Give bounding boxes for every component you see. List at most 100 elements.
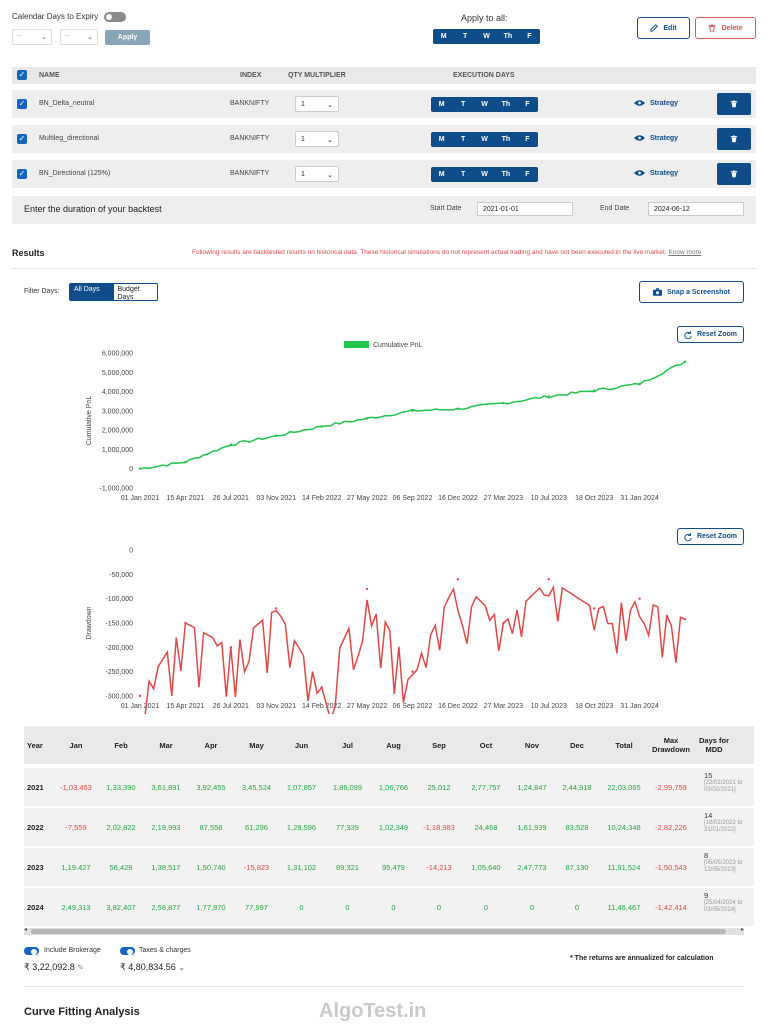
series-line xyxy=(139,361,686,470)
x-tick-label: 31 Jan 2024 xyxy=(620,495,659,502)
strategy-name: BN_Delta_neutral xyxy=(39,100,95,107)
reset-zoom-button[interactable]: Reset Zoom xyxy=(677,326,744,343)
data-point xyxy=(229,646,233,649)
view-strategy-link[interactable]: Strategy xyxy=(634,134,678,142)
dte-max-select[interactable]: -- ⌄ xyxy=(60,29,98,45)
duration-prompt: Enter the duration of your backtest xyxy=(24,204,162,214)
dte-min-select[interactable]: -- ⌄ xyxy=(12,29,52,45)
month-cell: 2,44,918 xyxy=(562,783,592,792)
edit-icon[interactable]: ✎ xyxy=(77,963,84,972)
edit-button[interactable]: Edit xyxy=(637,17,690,39)
mdd-days: 14 xyxy=(704,811,713,820)
remove-strategy-button[interactable] xyxy=(717,128,751,150)
filter-all-days[interactable]: All Days xyxy=(70,284,114,300)
view-strategy-link[interactable]: Strategy xyxy=(634,169,678,177)
row-checkbox[interactable]: ✓ xyxy=(17,169,27,179)
day-t[interactable]: T xyxy=(462,33,468,40)
month-cell: 2,02,822 xyxy=(106,823,136,832)
data-point xyxy=(275,434,278,438)
x-tick-label: 18 Oct 2023 xyxy=(575,495,613,502)
qty-multiplier-select[interactable]: 1 ⌄ xyxy=(295,131,339,147)
qty-multiplier-select[interactable]: 1 ⌄ xyxy=(295,96,339,112)
day-t[interactable]: T xyxy=(460,136,466,143)
data-point xyxy=(502,401,505,405)
snap-screenshot-button[interactable]: Snap a Screenshot xyxy=(639,281,744,303)
edit-icon xyxy=(650,24,659,32)
row-checkbox[interactable]: ✓ xyxy=(17,99,27,109)
x-tick-label: 31 Jan 2024 xyxy=(620,703,659,710)
data-point xyxy=(456,578,460,581)
taxes-charges-toggle[interactable] xyxy=(120,947,135,955)
end-date-input[interactable]: 2024-06-12 xyxy=(648,202,744,216)
year-cell: 2024 xyxy=(27,903,44,912)
reset-zoom-button[interactable]: Reset Zoom xyxy=(677,528,744,545)
row-checkbox[interactable]: ✓ xyxy=(17,134,27,144)
day-w[interactable]: W xyxy=(481,171,488,178)
y-tick-label: 2,000,000 xyxy=(102,428,133,435)
execution-days: M T W Th F xyxy=(431,132,538,147)
max-drawdown-cell: -1,42,414 xyxy=(655,903,687,912)
table-horizontal-scrollbar[interactable]: ◂ ▸ xyxy=(24,927,744,935)
col-name: NAME xyxy=(39,72,60,79)
y-tick-label: -150,000 xyxy=(105,621,133,628)
day-f[interactable]: F xyxy=(525,171,530,178)
day-m[interactable]: M xyxy=(438,101,445,108)
yearly-col-header: Jun xyxy=(294,741,309,750)
remove-strategy-button[interactable] xyxy=(717,163,751,185)
month-cell: 1,61,939 xyxy=(517,823,547,832)
y-tick-label: -200,000 xyxy=(105,645,133,652)
day-th[interactable]: Th xyxy=(501,171,511,178)
start-date-input[interactable]: 2021-01-01 xyxy=(477,202,573,216)
day-th[interactable]: Th xyxy=(503,33,513,40)
x-tick-label: 27 Mar 2023 xyxy=(484,495,523,502)
day-m[interactable]: M xyxy=(438,171,445,178)
day-w[interactable]: W xyxy=(483,33,490,40)
calendar-days-toggle[interactable] xyxy=(104,12,126,22)
mdd-days: 8 xyxy=(704,851,709,860)
total-cell: 10,24,348 xyxy=(607,823,641,832)
day-w[interactable]: W xyxy=(481,101,488,108)
day-f[interactable]: F xyxy=(525,136,530,143)
delete-button[interactable]: Delete xyxy=(695,17,756,39)
include-brokerage-toggle[interactable] xyxy=(24,947,39,955)
month-cell: 0 xyxy=(436,903,442,912)
apply-button[interactable]: Apply xyxy=(105,30,150,45)
mdd-range: [25/04/2024 to 03/05/2024] xyxy=(704,900,743,913)
day-f[interactable]: F xyxy=(527,33,532,40)
brokerage-amount: ₹ 3,22,092.8 ✎ xyxy=(24,962,84,972)
know-more-link[interactable]: Know more xyxy=(668,249,702,256)
scroll-right-icon[interactable]: ▸ xyxy=(740,927,744,933)
filter-budget-days[interactable]: Budget Days xyxy=(117,286,140,300)
x-tick-label: 16 Dec 2022 xyxy=(438,703,478,710)
chevron-down-icon[interactable]: ⌄ xyxy=(178,963,185,972)
scroll-left-icon[interactable]: ◂ xyxy=(24,927,28,933)
day-th[interactable]: Th xyxy=(501,101,511,108)
day-th[interactable]: Th xyxy=(501,136,511,143)
x-tick-label: 03 Nov 2021 xyxy=(256,495,296,502)
month-cell: 1,38,517 xyxy=(151,863,181,872)
qty-multiplier-select[interactable]: 1 ⌄ xyxy=(295,166,339,182)
month-cell: 2,58,877 xyxy=(151,903,181,912)
month-cell: 1,05,640 xyxy=(471,863,501,872)
view-strategy-link[interactable]: Strategy xyxy=(634,99,678,107)
chevron-down-icon: ⌄ xyxy=(327,137,333,144)
month-cell: 3,45,524 xyxy=(241,783,272,792)
remove-strategy-button[interactable] xyxy=(717,93,751,115)
day-w[interactable]: W xyxy=(481,136,488,143)
scrollbar-thumb[interactable] xyxy=(31,929,726,934)
month-cell: 1,29,596 xyxy=(286,823,317,832)
day-m[interactable]: M xyxy=(438,136,445,143)
trash-icon xyxy=(730,170,738,178)
day-t[interactable]: T xyxy=(460,171,466,178)
day-m[interactable]: M xyxy=(440,33,447,40)
day-t[interactable]: T xyxy=(460,101,466,108)
yearly-col-header: Mar xyxy=(159,741,173,750)
y-tick-label: -250,000 xyxy=(105,669,133,676)
day-f[interactable]: F xyxy=(525,101,530,108)
select-all-checkbox[interactable]: ✓ xyxy=(17,70,27,80)
data-point xyxy=(638,597,641,600)
trash-icon xyxy=(709,24,716,32)
results-disclaimer: Following results are backtested results… xyxy=(192,249,702,256)
calendar-days-label: Calendar Days to Expiry xyxy=(12,12,99,21)
month-cell: 95,479 xyxy=(382,863,405,872)
